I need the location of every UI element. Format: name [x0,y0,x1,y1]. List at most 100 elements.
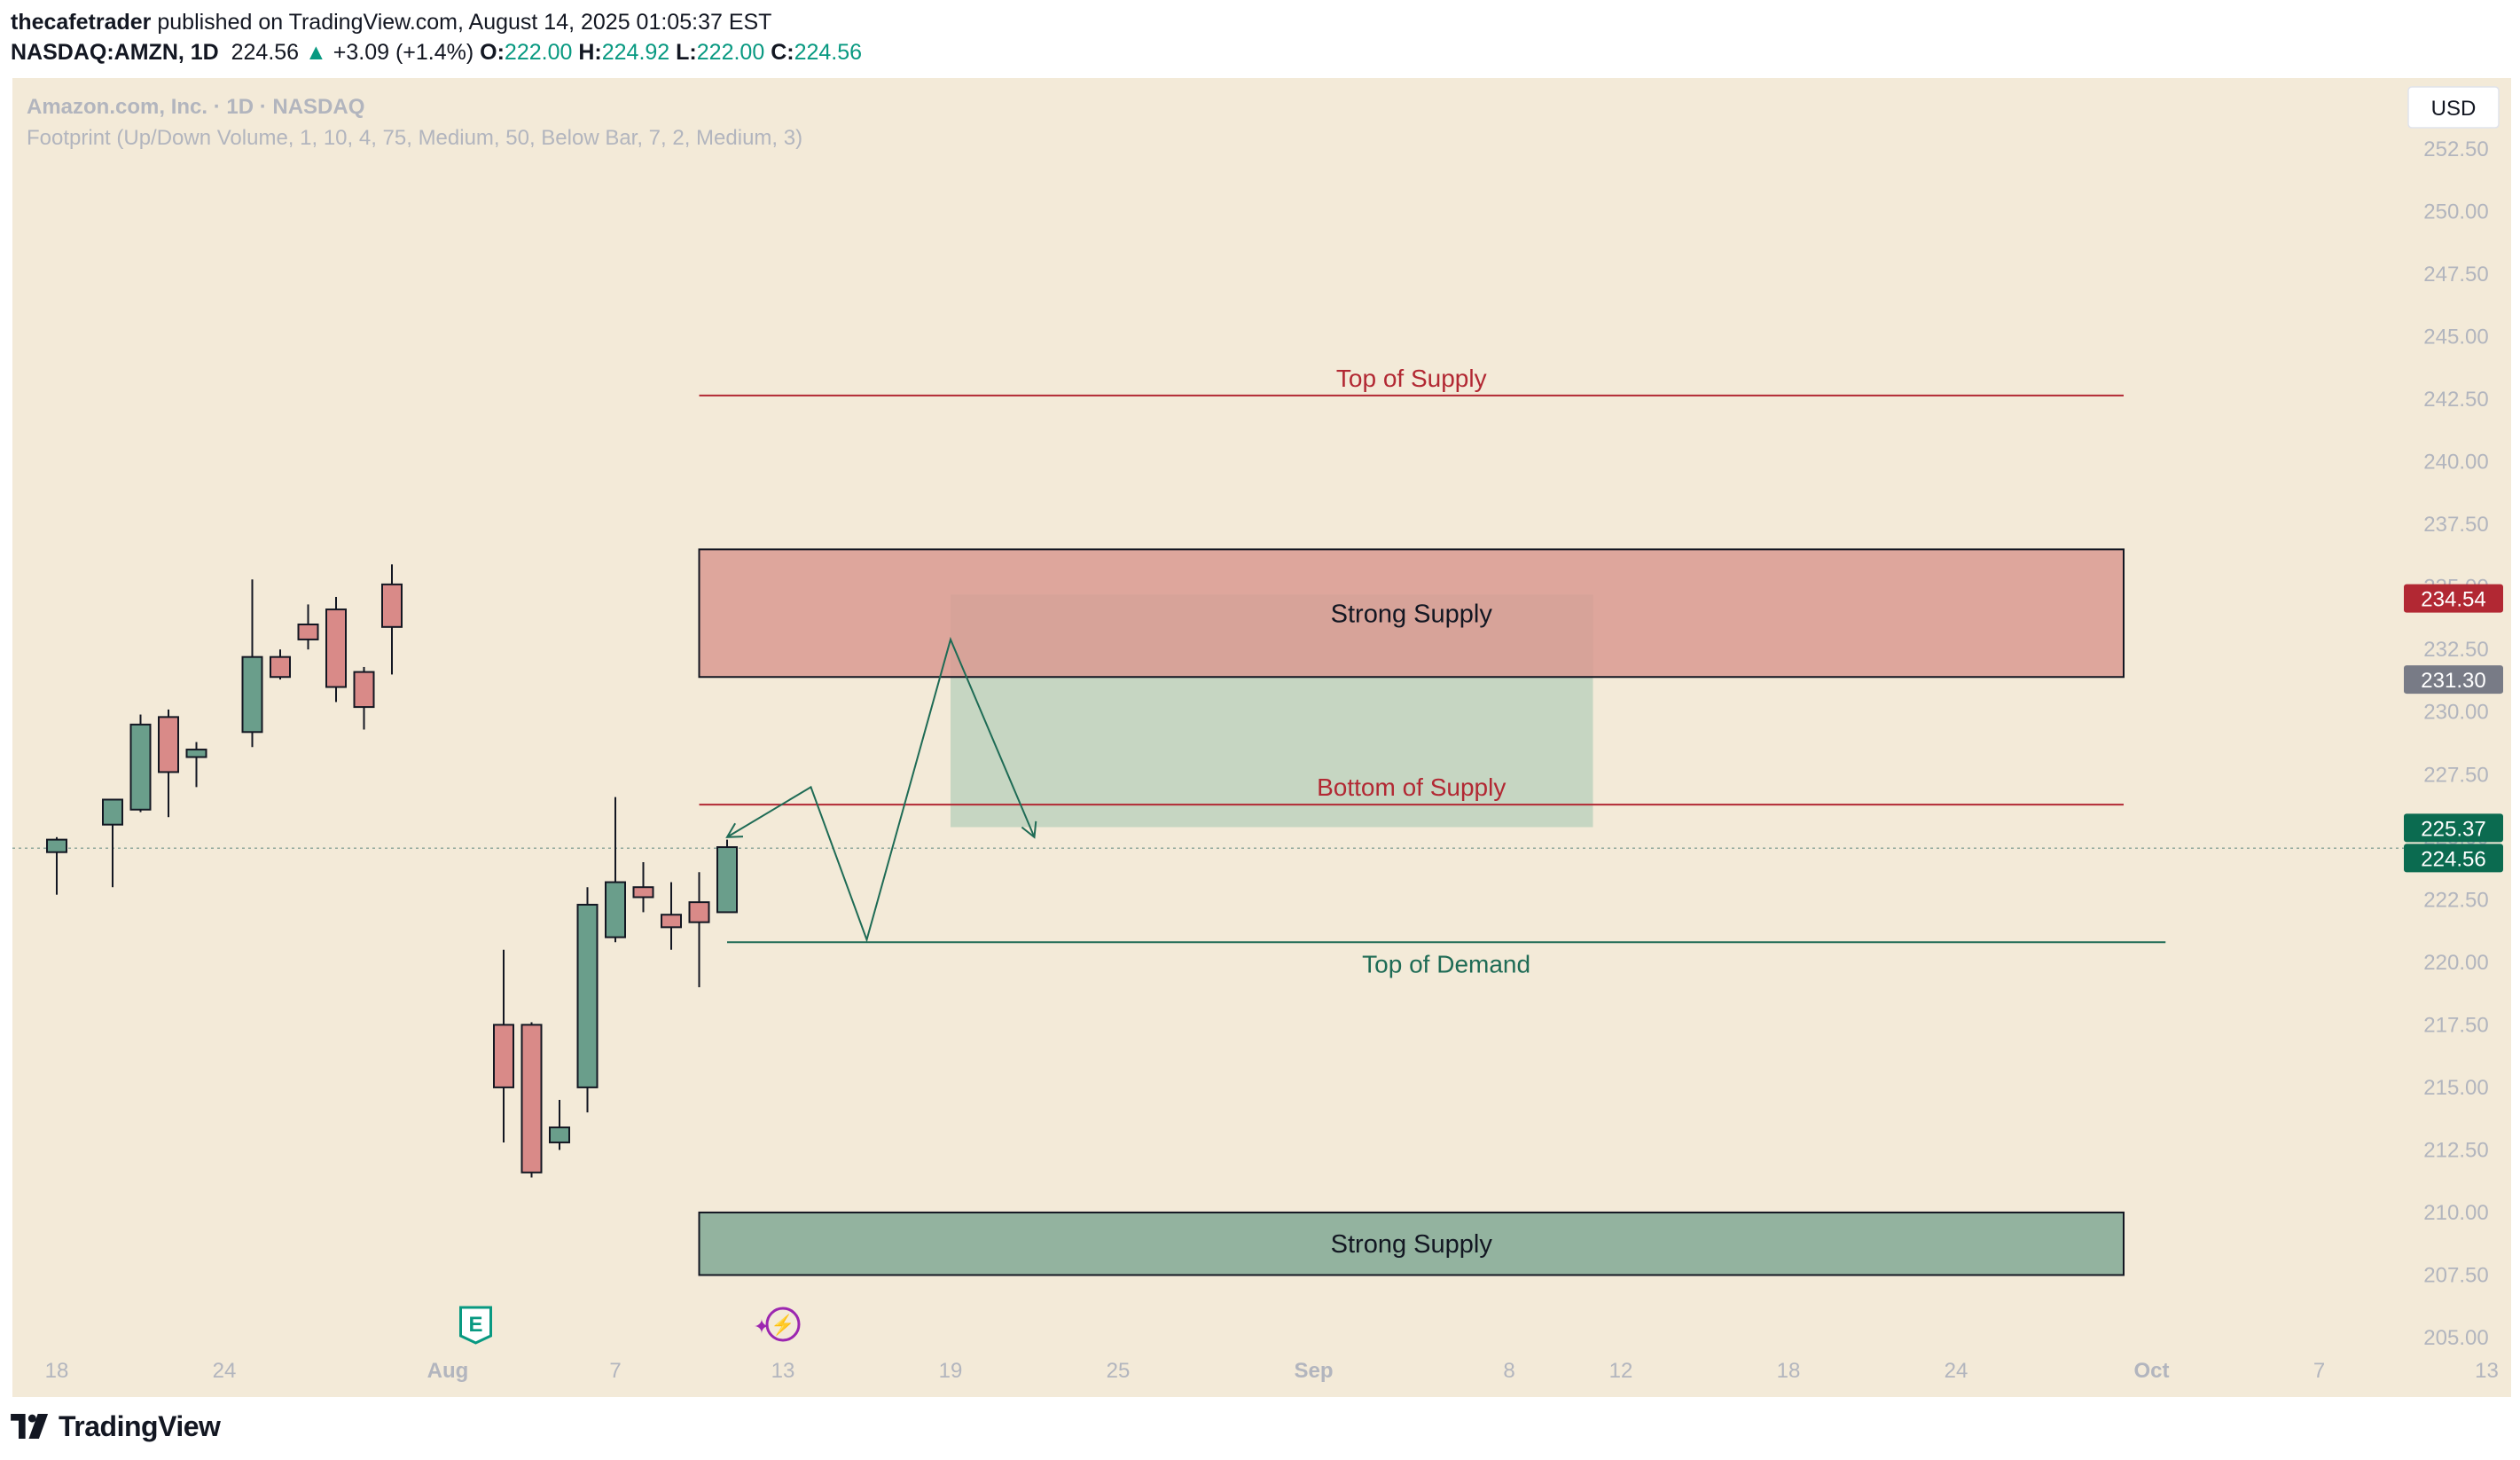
price-tick-label: 247.50 [2423,263,2488,287]
published-text: published on TradingView.com, August 14,… [157,10,772,35]
projection-arrowhead [1021,820,1037,839]
price-badge: 231.30 [2404,665,2503,695]
candle [102,798,123,888]
candle [185,742,207,788]
price-badge: 224.56 [2404,844,2503,873]
time-axis[interactable]: 1824Aug7131925Sep8121824Oct7131723Nov713 [45,1359,2520,1383]
time-tick-label: 7 [2313,1359,2325,1383]
price-badge: 225.37 [2404,813,2503,843]
currency-button-box[interactable] [2407,86,2500,129]
price-tick-label: 227.50 [2423,763,2488,787]
candle-body [632,886,654,899]
price-tick-label: 252.50 [2423,137,2488,161]
author-name[interactable]: thecafetrader [11,10,152,35]
candle [576,887,599,1113]
candle-body [297,624,319,640]
price-tick-label: 215.00 [2423,1076,2488,1100]
price-badge-box [2404,813,2503,843]
projection-start-arrowhead [725,822,744,838]
tradingview-logo[interactable]: TradingView [11,1409,221,1444]
price-tick-label: 205.00 [2423,1326,2488,1350]
candle [129,714,152,812]
candle [325,596,347,703]
dividend-event-icon[interactable]: ✦ ⚡ [754,1307,801,1342]
candle-body [381,583,403,628]
candle-body [46,838,67,853]
price-badge-label: 234.54 [2421,588,2485,612]
price-tick-label: 212.50 [2423,1138,2488,1162]
low-label: L: [676,40,697,65]
candle-body [325,608,347,688]
price-tick-label: 230.00 [2423,701,2488,725]
price-tick-label: 210.00 [2423,1201,2488,1225]
candle [493,949,514,1142]
price-badge: 234.54 [2404,584,2503,613]
candle [661,882,682,950]
price-tick-label: 232.50 [2423,638,2488,662]
projection-path-group [725,636,1037,943]
candle-body [129,723,152,811]
candle-body [605,881,626,938]
change-arrow-icon: ▲ [305,40,327,65]
price-badges-group: 234.54 231.30 225.37 224.56 [2404,584,2503,873]
candle [605,797,626,943]
candle [549,1100,570,1150]
level-label: Top of Demand [1362,950,1530,977]
currency-button[interactable]: USD [2407,86,2500,129]
legend-indicator[interactable]: Footprint (Up/Down Volume, 1, 10, 4, 75,… [27,126,802,150]
time-tick-label: 25 [1107,1359,1131,1383]
earnings-icon[interactable]: E [459,1306,492,1345]
chart-header: thecafetrader published on TradingView.c… [11,7,2493,67]
candle-body [158,716,179,773]
candle [353,666,375,730]
publish-info: thecafetrader published on TradingView.c… [11,7,2493,37]
candle [381,564,403,675]
demand-zone [698,1211,2125,1276]
candle [688,872,710,988]
legend-title[interactable]: Amazon.com, Inc. · 1D · NASDAQ [27,95,364,119]
candle-body [102,798,123,826]
price-tick-label: 220.00 [2423,951,2488,975]
time-tick-label: 7 [609,1359,621,1383]
candle-body [493,1024,514,1088]
candle [297,604,319,650]
candle [241,579,263,748]
time-tick-label: Oct [2133,1359,2169,1383]
price-badge-box [2404,665,2503,695]
level-label: Bottom of Supply [1317,773,1506,801]
currency-label[interactable]: USD [2431,97,2477,121]
earnings-shape [459,1306,492,1345]
open-value: 222.00 [504,40,573,65]
candle [632,862,654,913]
ohlc-line: NASDAQ:AMZN, 1D 224.56 ▲ +3.09 (+1.4%) O… [11,37,2493,67]
level-label: Top of Supply [1336,365,1487,392]
candle-body [241,655,263,734]
candle-body [270,655,291,679]
close-value: 224.56 [794,40,863,65]
lightning-icon: ⚡ [771,1314,794,1337]
candle [716,839,738,914]
price-tick-label: 222.50 [2423,888,2488,912]
chart-legend: Amazon.com, Inc. · 1D · NASDAQ Footprint… [27,95,802,150]
price-change: +3.09 (+1.4%) [333,40,474,65]
price-tick-label: 250.00 [2423,200,2488,224]
close-label: C: [771,40,794,65]
candle-body [716,846,738,914]
high-value: 224.92 [601,40,670,65]
low-value: 222.00 [696,40,765,65]
candle [158,709,179,818]
candle-body [576,903,599,1088]
time-tick-label: 18 [1777,1359,1801,1383]
price-tick-label: 240.00 [2423,451,2488,475]
time-tick-label: 19 [939,1359,963,1383]
time-tick-label: 13 [2475,1359,2499,1383]
time-tick-label: 12 [1609,1359,1633,1383]
time-tick-label: 8 [1503,1359,1514,1383]
earnings-letter: E [468,1313,482,1337]
symbol-label[interactable]: NASDAQ:AMZN, 1D [11,40,219,65]
candles-group [46,564,738,1178]
projection-path [726,636,1036,943]
sparkle-icon: ✦ [754,1315,770,1338]
price-badge-label: 231.30 [2421,669,2485,693]
